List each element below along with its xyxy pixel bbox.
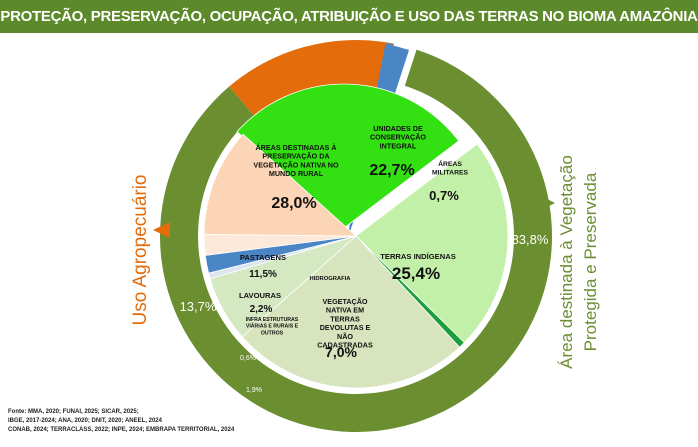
label-conservacao: INTEGRAL: [380, 141, 417, 150]
arrow-left-icon: [153, 222, 170, 238]
label-devolutas: DEVOLUTAS E: [320, 323, 371, 332]
value-outer-blue: 1,9%: [246, 387, 262, 394]
label-areas-rural: MUNDO RURAL: [269, 169, 324, 178]
label-hidrografia: HIDROGRAFIA: [310, 276, 352, 282]
slice-conservacao-integral: [355, 143, 509, 344]
chart-title: PROTEÇÃO, PRESERVAÇÃO, OCUPAÇÃO, ATRIBUI…: [0, 8, 698, 25]
slice-terras-indigenas: [241, 235, 461, 389]
slice-pastagens: [203, 133, 358, 237]
label-devolutas: CADASTRADAS: [317, 341, 373, 350]
label-militares: MILITARES: [432, 169, 469, 176]
label-infraestrutura: INFRA ESTRUTURAS: [246, 317, 299, 323]
label-militares: ÁREAS: [438, 159, 462, 168]
value-lavouras: 2,2%: [250, 304, 273, 315]
source-line-1: Fonte: MMA, 2020; FUNAI, 2025; SICAR, 20…: [8, 409, 139, 415]
source-line-3: CONAB, 2024; TERRACLASS, 2022; INPE, 202…: [8, 427, 235, 433]
slice-areas-rural: [236, 83, 460, 229]
label-pastagens: PASTAGENS: [240, 253, 286, 262]
label-conservacao: UNIDADES DE: [373, 124, 423, 133]
label-lavouras: LAVOURAS: [239, 291, 281, 300]
value-outer-preserved: 83,8%: [512, 232, 549, 247]
inner-pie: [203, 83, 509, 389]
label-area-preservada-1: Área destinada à Vegetação: [557, 155, 576, 369]
label-areas-rural: VEGETAÇÃO NATIVA NO: [253, 160, 339, 169]
label-infraestrutura: OUTROS: [261, 330, 284, 336]
label-devolutas: VEGETAÇÃO: [323, 297, 368, 306]
arrow-right-icon: [541, 196, 555, 210]
value-outer-other: 0,6%: [240, 355, 256, 362]
label-devolutas: TERRAS: [330, 314, 360, 323]
source-line-2: IBGE, 2017-2024; ANA, 2020; DNIT, 2020; …: [8, 418, 162, 424]
label-areas-rural: PRESERVAÇÃO DA: [262, 152, 329, 161]
value-devolutas: 7,0%: [325, 344, 357, 360]
label-devolutas: NÃO: [337, 332, 353, 341]
value-outer-agro: 13,7%: [180, 299, 217, 314]
label-areas-rural: ÁREAS DESTINADAS À: [255, 143, 336, 152]
label-devolutas: NATIVA EM: [326, 306, 364, 315]
value-conservacao: 22,7%: [369, 162, 414, 179]
label-infraestrutura: VIÁRIAS E RURAIS E: [246, 323, 299, 330]
value-indigenas: 25,4%: [392, 264, 440, 283]
label-indigenas: TERRAS INDÍGENAS: [380, 252, 456, 261]
value-areas-rural: 28,0%: [271, 195, 316, 212]
value-pastagens: 11,5%: [249, 269, 277, 280]
source-note: Fonte: MMA, 2020; FUNAI, 2025; SICAR, 20…: [8, 408, 308, 435]
title-banner: PROTEÇÃO, PRESERVAÇÃO, OCUPAÇÃO, ATRIBUI…: [0, 0, 698, 33]
value-militares: 0,7%: [429, 188, 459, 203]
label-conservacao: CONSERVAÇÃO: [370, 133, 426, 142]
label-area-preservada-2: Protegida e Preservada: [581, 172, 600, 351]
label-uso-agropecuario: Uso Agropecuário: [130, 174, 151, 325]
